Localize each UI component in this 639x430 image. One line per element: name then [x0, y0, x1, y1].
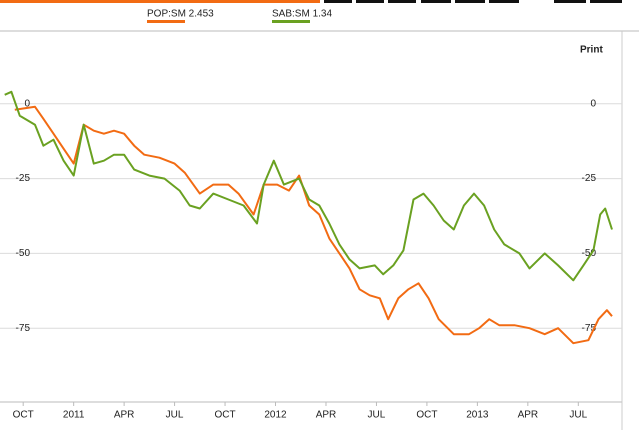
top-tabs [324, 0, 622, 3]
y-tick-label: -50 [16, 248, 31, 259]
y-tick-label-right: -50 [582, 248, 597, 259]
y-tick-label-right: 0 [590, 98, 596, 109]
x-tick-label: 2011 [63, 410, 85, 421]
y-tick-label-right: -25 [582, 173, 597, 184]
legend-label: POP:SM 2.453 [147, 9, 214, 20]
x-tick-label: OCT [214, 410, 235, 421]
x-tick-label: OCT [13, 410, 34, 421]
print-link[interactable]: Print [580, 45, 603, 56]
x-tick-label: APR [518, 410, 539, 421]
top-bar [0, 0, 320, 3]
x-tick-label: APR [316, 410, 337, 421]
legend-swatch [147, 20, 185, 23]
series-line [4, 90, 613, 282]
series-line [14, 105, 613, 345]
y-tick-label-right: -75 [582, 323, 597, 334]
x-tick-label: JUL [569, 410, 587, 421]
x-tick-label: APR [114, 410, 135, 421]
x-tick-label: 2012 [264, 410, 287, 421]
y-tick-label: -75 [16, 323, 31, 334]
legend-swatch [272, 20, 310, 23]
y-tick-label: -25 [16, 173, 31, 184]
x-tick-label: OCT [416, 410, 437, 421]
legend-label: SAB:SM 1.34 [272, 9, 332, 20]
x-tick-label: JUL [166, 410, 184, 421]
x-tick-label: JUL [368, 410, 386, 421]
y-tick-label: 0 [24, 98, 30, 109]
x-tick-label: 2013 [466, 410, 489, 421]
